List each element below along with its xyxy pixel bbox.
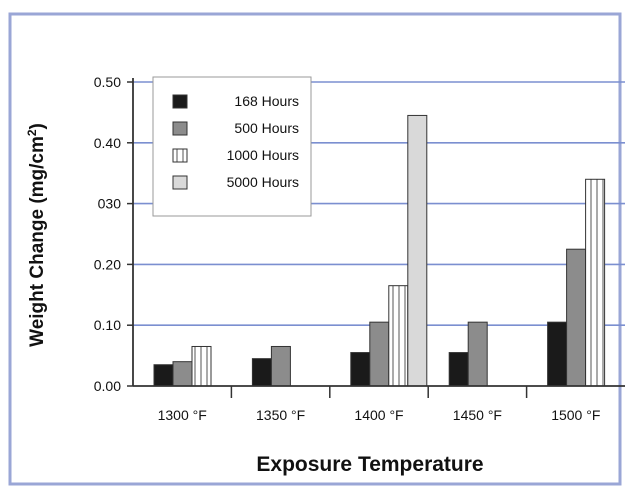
legend: 168 Hours 500 Hours 1000 Hours 5000 Hours	[152, 76, 312, 217]
legend-swatch	[172, 121, 188, 136]
y-tick-label: 0.40	[94, 135, 121, 151]
legend-label: 5000 Hours	[227, 174, 299, 190]
x-tick-label: 1450 °F	[453, 407, 502, 423]
bar-168-hours-2	[350, 352, 371, 387]
bar-500-hours-1	[270, 345, 291, 387]
legend-swatch	[172, 94, 188, 109]
legend-swatch	[172, 148, 188, 163]
bar-168-hours-0	[153, 364, 174, 387]
y-tick-label: 0.50	[94, 74, 121, 90]
chart-border	[8, 12, 622, 486]
y-tick-label: 030	[98, 196, 122, 212]
x-tick-label: 1350 °F	[256, 407, 305, 423]
y-tick-labels: 0.00 0.10 0.20 030 0.40 0.50	[94, 74, 133, 394]
y-axis-label-superscript: 2	[25, 129, 39, 136]
bar-1000-hours-2	[388, 285, 409, 387]
bar-500-hours-4	[566, 248, 587, 387]
x-tick-label: 1300 °F	[158, 407, 207, 423]
bar-168-hours-4	[547, 321, 568, 387]
legend-label: 1000 Hours	[227, 147, 299, 163]
bar-1000-hours-0	[191, 345, 212, 387]
y-axis-label: Weight Change (mg/cm2)	[25, 123, 48, 347]
bars	[153, 114, 606, 387]
bar-168-hours-3	[448, 352, 469, 387]
legend-label: 500 Hours	[234, 120, 299, 136]
legend-swatch	[172, 175, 188, 190]
x-tick-label: 1500 °F	[551, 407, 600, 423]
x-axis-label: Exposure Temperature	[256, 453, 483, 476]
legend-label: 168 Hours	[234, 93, 299, 109]
y-tick-label: 0.00	[94, 378, 121, 394]
y-tick-label: 0.10	[94, 317, 121, 333]
bar-168-hours-1	[251, 358, 272, 387]
bar-500-hours-3	[467, 321, 488, 387]
bar-1000-hours-4	[585, 178, 606, 387]
bar-500-hours-0	[172, 361, 193, 387]
bar-5000-hours-2	[407, 114, 428, 387]
y-tick-label: 0.20	[94, 256, 121, 272]
x-tick-label: 1400 °F	[354, 407, 403, 423]
axes	[132, 78, 625, 387]
bar-500-hours-2	[369, 321, 390, 387]
x-tick-labels: 1300 °F 1350 °F 1400 °F 1450 °F 1500 °F	[158, 386, 600, 423]
